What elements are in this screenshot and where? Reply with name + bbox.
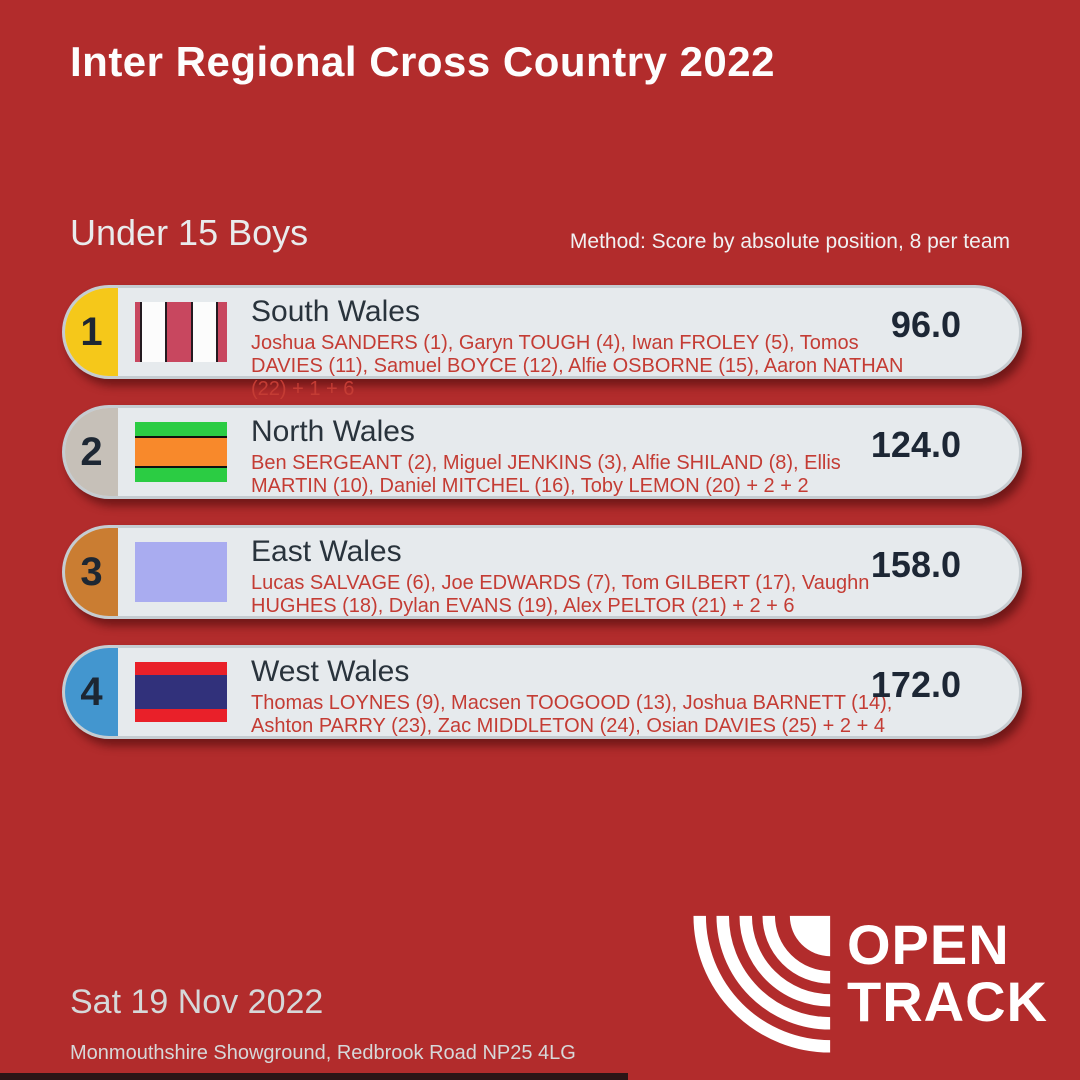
team-name: West Wales [251, 655, 410, 688]
team-athletes: Thomas LOYNES (9), Macsen TOOGOOD (13), … [251, 692, 893, 737]
flag-stripe [135, 662, 227, 676]
result-card: 4 West Wales Thomas LOYNES (9), Macsen TOO… [62, 645, 1022, 739]
flag-stripe [190, 302, 216, 362]
team-score: 124.0 [870, 424, 961, 465]
result-card: 2 North Wales Ben SERGEANT (2), Miguel JEN… [62, 405, 1022, 499]
result-card: 3 East Wales Lucas SALVAGE (6), Joe EDWARD… [62, 525, 1022, 619]
flag-stripe [135, 542, 227, 602]
flag-stripe [135, 708, 227, 722]
team-result-text: South Wales Joshua SANDERS (1), Garyn TOU… [251, 294, 911, 401]
team-score: 158.0 [870, 544, 961, 585]
flag-stripe [135, 422, 227, 436]
flag-stripe [165, 302, 191, 362]
rank-badge: 1 [65, 288, 118, 376]
rank-number: 2 [80, 429, 103, 474]
team-name: East Wales [251, 535, 402, 568]
rank-number: 1 [80, 309, 103, 354]
event-venue: Monmouthshire Showground, Redbrook Road … [70, 1042, 576, 1064]
page-title: Inter Regional Cross Country 2022 [70, 38, 776, 85]
team-athletes: Lucas SALVAGE (6), Joe EDWARDS (7), Tom … [251, 572, 870, 617]
team-athletes: Joshua SANDERS (1), Garyn TOUGH (4), Iwa… [251, 332, 904, 400]
logo-text-open: OPEN [847, 913, 1010, 976]
south-wales-flag [135, 302, 227, 362]
result-card: 1 South Wales Joshua SANDERS (1), Garyn TO… [62, 285, 1022, 400]
bottom-accent-bar [0, 1073, 628, 1080]
team-athletes: Ben SERGEANT (2), Miguel JENKINS (3), Al… [251, 452, 841, 497]
rank-number: 3 [80, 549, 103, 594]
event-date: Sat 19 Nov 2022 [70, 983, 324, 1021]
rank-badge: 3 [65, 528, 118, 616]
team-score: 172.0 [870, 664, 961, 705]
rank-number: 4 [80, 669, 103, 714]
team-result-text: West Wales Thomas LOYNES (9), Macsen TOOG… [251, 654, 911, 738]
flag-stripe [140, 302, 166, 362]
team-result-text: East Wales Lucas SALVAGE (6), Joe EDWARDS… [251, 534, 911, 618]
team-result-text: North Wales Ben SERGEANT (2), Miguel JENK… [251, 414, 911, 498]
north-wales-flag [135, 422, 227, 482]
east-wales-flag [135, 542, 227, 602]
flag-stripe [135, 466, 227, 482]
flag-stripe [135, 435, 227, 467]
event-title: Under 15 Boys [70, 212, 309, 253]
flag-stripe [135, 302, 141, 362]
rank-badge: 2 [65, 408, 118, 496]
team-score: 96.0 [890, 304, 961, 345]
flag-stripe [135, 675, 227, 709]
logo-text-track: TRACK [847, 970, 1048, 1033]
opentrack-logo: OPEN TRACK [687, 908, 1067, 1058]
flag-stripe [215, 302, 227, 362]
logo-text: OPEN TRACK [847, 916, 1048, 1030]
opentrack-arcs-icon [693, 915, 831, 1053]
west-wales-flag [135, 662, 227, 722]
scoring-method: Method: Score by absolute position, 8 pe… [569, 230, 1010, 253]
rank-badge: 4 [65, 648, 118, 736]
team-name: North Wales [251, 415, 415, 448]
team-name: South Wales [251, 295, 420, 328]
